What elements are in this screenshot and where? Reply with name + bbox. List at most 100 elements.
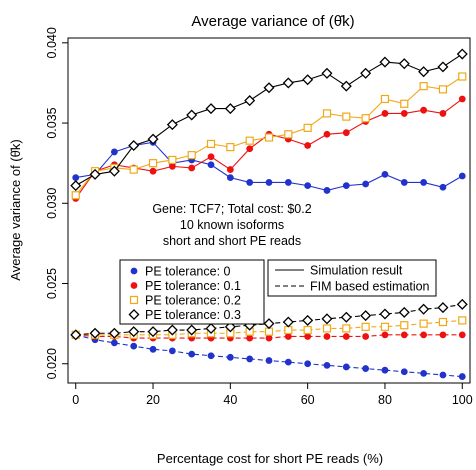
simulation-point	[206, 139, 216, 149]
simulation-point	[302, 74, 314, 86]
simulation-point	[226, 174, 234, 182]
simulation-point	[342, 129, 350, 137]
fim-point	[400, 368, 408, 376]
simulation-point	[458, 172, 466, 180]
simulation-point	[245, 136, 254, 145]
fim-point	[323, 333, 331, 340]
fim-point	[438, 317, 448, 327]
y-axis: 0.020 0.025 0.030 0.035 0.040	[45, 27, 68, 379]
fim-point	[284, 333, 292, 340]
fim-point	[304, 360, 312, 368]
simulation-point	[379, 56, 391, 68]
fim-point	[439, 371, 447, 379]
fim-point	[379, 308, 391, 320]
simulation-point	[458, 72, 467, 81]
simulation-point	[72, 174, 80, 182]
x-tick-label: 100	[452, 393, 473, 407]
fim-point	[224, 321, 236, 333]
fim-point	[361, 322, 370, 331]
simulation-point	[282, 77, 294, 89]
x-tick-label: 80	[378, 393, 392, 407]
fim-point	[263, 318, 275, 330]
fim-point	[398, 306, 410, 318]
fim-point	[265, 334, 273, 342]
fim-point	[168, 347, 176, 355]
fim-point	[186, 324, 198, 336]
y-tick-label: 0.040	[45, 27, 59, 58]
simulation-point	[246, 145, 254, 153]
simulation-point	[321, 67, 333, 79]
annotation-line-2: 10 known isoforms	[180, 218, 284, 232]
simulation-point	[420, 106, 428, 114]
fim-point	[419, 319, 428, 328]
legend-label: FIM based estimation	[310, 280, 430, 294]
fim-point	[420, 331, 428, 339]
fim-point	[282, 316, 294, 328]
legend-linestyle-box	[267, 259, 437, 297]
fim-point	[420, 369, 428, 377]
fim-point	[323, 361, 331, 369]
legend-label: PE tolerance: 0.2	[145, 294, 241, 308]
legend-label: Simulation result	[310, 264, 403, 278]
fim-point	[264, 327, 274, 336]
fim-point	[166, 324, 178, 336]
simulation-point	[168, 155, 177, 165]
fim-point	[304, 333, 312, 340]
simulation-point	[186, 109, 198, 121]
simulation-point	[360, 67, 372, 79]
simulation-point	[166, 119, 178, 131]
fim-point	[130, 342, 138, 350]
fim-point	[246, 334, 254, 342]
simulation-point	[265, 179, 273, 186]
simulation-point	[400, 179, 408, 186]
fim-point	[303, 325, 312, 335]
simulation-point	[205, 103, 217, 115]
simulation-point	[380, 94, 390, 104]
fim-point	[149, 345, 157, 353]
fim-point	[400, 321, 409, 330]
fim-point	[342, 363, 350, 371]
simulation-point	[303, 123, 312, 132]
simulation-point	[420, 179, 428, 186]
fim-point	[322, 324, 332, 333]
y-tick-label: 0.035	[45, 107, 59, 138]
series-2	[71, 72, 467, 339]
fim-point	[188, 350, 196, 358]
x-tick-label: 40	[223, 393, 237, 407]
simulation-point	[438, 85, 448, 94]
chart-title: Average variance of (θ̂k)	[191, 13, 354, 30]
simulation-point	[148, 159, 158, 168]
legend-linestyle: Simulation result FIM based estimation	[267, 259, 437, 297]
fim-point	[400, 331, 408, 339]
simulation-point	[342, 182, 350, 190]
simulation-point	[322, 109, 332, 118]
fim-point	[89, 327, 101, 339]
simulation-point	[89, 168, 101, 180]
fim-point	[207, 352, 215, 360]
simulation-point	[458, 95, 466, 103]
fim-point	[302, 314, 314, 326]
simulation-point	[284, 179, 292, 186]
simulation-point	[149, 167, 157, 175]
x-tick-label: 60	[301, 393, 315, 407]
simulation-point	[398, 58, 410, 70]
fim-point	[265, 357, 273, 364]
fim-point	[380, 322, 390, 331]
simulation-point	[226, 166, 234, 173]
simulation-point	[439, 110, 447, 117]
simulation-point	[188, 164, 196, 172]
fim-point	[110, 339, 118, 347]
simulation-point	[224, 103, 236, 115]
legend-marker	[130, 282, 138, 289]
simulation-point	[400, 99, 409, 108]
fim-point	[437, 302, 449, 314]
fim-point	[284, 358, 292, 366]
fim-point	[147, 326, 159, 338]
simulation-point	[400, 110, 408, 117]
y-tick-label: 0.020	[45, 348, 59, 379]
simulation-point	[244, 95, 256, 107]
simulation-point	[304, 142, 312, 149]
simulation-point	[147, 133, 159, 145]
simulation-point	[128, 139, 140, 152]
